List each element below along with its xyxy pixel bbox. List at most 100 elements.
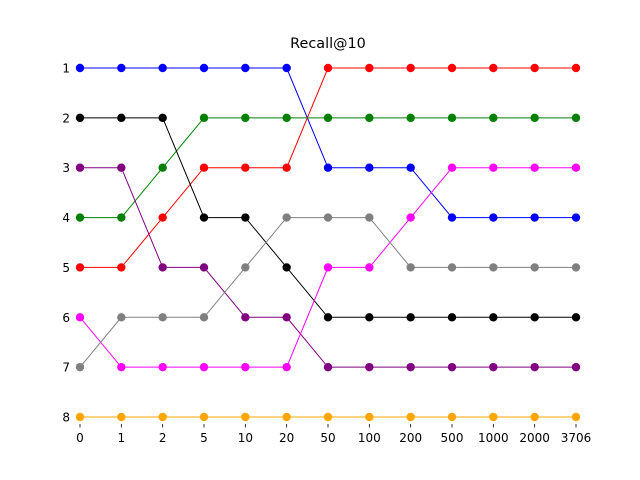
data-point xyxy=(447,213,457,222)
x-tick-label: 3706 xyxy=(561,431,592,445)
data-point xyxy=(241,412,250,422)
data-point xyxy=(365,163,374,172)
data-point xyxy=(158,63,167,73)
data-point xyxy=(199,362,209,372)
data-point xyxy=(241,63,250,73)
data-point xyxy=(241,263,250,272)
x-tick-label: 5 xyxy=(200,431,208,445)
data-point xyxy=(282,63,291,73)
data-point xyxy=(282,263,291,272)
data-point xyxy=(571,163,581,172)
x-tick-label: 100 xyxy=(358,431,381,445)
data-point xyxy=(530,213,539,222)
data-point xyxy=(447,163,457,172)
series-1 xyxy=(75,63,581,222)
x-tick-label: 2 xyxy=(159,431,167,445)
data-point xyxy=(489,163,498,172)
data-point xyxy=(447,263,457,272)
y-tick-label: 7 xyxy=(62,361,70,375)
x-tick-label: 50 xyxy=(320,431,335,445)
x-tick-label: 0 xyxy=(76,431,84,445)
data-point xyxy=(406,213,415,222)
data-point xyxy=(282,113,291,123)
data-point xyxy=(241,113,250,123)
data-point xyxy=(489,213,498,222)
data-point xyxy=(406,163,415,172)
data-point xyxy=(75,213,85,222)
data-point xyxy=(282,362,291,372)
data-point xyxy=(571,263,581,272)
series-6 xyxy=(75,163,581,372)
data-point xyxy=(75,362,85,372)
data-point xyxy=(406,263,415,272)
y-tick-label: 2 xyxy=(62,111,70,125)
data-point xyxy=(75,313,85,322)
data-point xyxy=(530,113,539,123)
x-tick-label: 10 xyxy=(238,431,253,445)
series-4 xyxy=(75,113,581,322)
data-point xyxy=(530,313,539,322)
series-line xyxy=(79,217,576,368)
series-5 xyxy=(75,163,581,372)
data-point xyxy=(447,313,457,322)
data-point xyxy=(447,113,457,123)
data-point xyxy=(571,63,581,73)
data-point xyxy=(530,362,539,372)
data-point xyxy=(199,163,209,172)
data-point xyxy=(158,213,167,222)
data-point xyxy=(158,412,167,422)
y-tick-label: 8 xyxy=(62,411,70,425)
data-point xyxy=(365,362,374,372)
data-point xyxy=(117,63,126,73)
data-point xyxy=(241,362,250,372)
y-tick-label: 1 xyxy=(62,62,70,76)
data-point xyxy=(447,63,457,73)
y-tick-label: 5 xyxy=(62,261,70,275)
data-point xyxy=(199,412,209,422)
data-point xyxy=(365,313,374,322)
data-point xyxy=(158,362,167,372)
data-point xyxy=(365,412,374,422)
data-point xyxy=(489,313,498,322)
data-point xyxy=(75,113,85,123)
data-point xyxy=(406,362,415,372)
x-tick-label: 1 xyxy=(118,431,126,445)
data-point xyxy=(447,412,457,422)
data-point xyxy=(571,213,581,222)
x-tick-label: 200 xyxy=(399,431,422,445)
x-tick-label: 20 xyxy=(279,431,294,445)
data-point xyxy=(406,63,415,73)
data-point xyxy=(489,362,498,372)
chart-title: Recall@10 xyxy=(290,36,366,52)
data-point xyxy=(158,263,167,272)
data-point xyxy=(530,163,539,172)
data-point xyxy=(323,213,333,222)
data-point xyxy=(365,63,374,73)
data-point xyxy=(365,263,374,272)
data-point xyxy=(571,412,581,422)
data-point xyxy=(323,63,333,73)
data-point xyxy=(75,63,85,73)
data-point xyxy=(75,163,85,172)
data-point xyxy=(199,263,209,272)
data-point xyxy=(117,113,126,123)
data-point xyxy=(323,412,333,422)
data-point xyxy=(199,113,209,123)
y-tick-label: 3 xyxy=(62,161,70,175)
data-point xyxy=(323,313,333,322)
series-2 xyxy=(75,63,581,272)
data-point xyxy=(447,362,457,372)
data-point xyxy=(117,263,126,272)
data-point xyxy=(158,313,167,322)
data-point xyxy=(365,213,374,222)
data-point xyxy=(75,263,85,272)
data-point xyxy=(530,412,539,422)
x-tick-label: 2000 xyxy=(519,431,550,445)
data-point xyxy=(571,362,581,372)
data-point xyxy=(571,313,581,322)
data-point xyxy=(199,63,209,73)
data-point xyxy=(282,213,291,222)
data-point xyxy=(530,263,539,272)
data-point xyxy=(323,113,333,123)
data-point xyxy=(117,362,126,372)
